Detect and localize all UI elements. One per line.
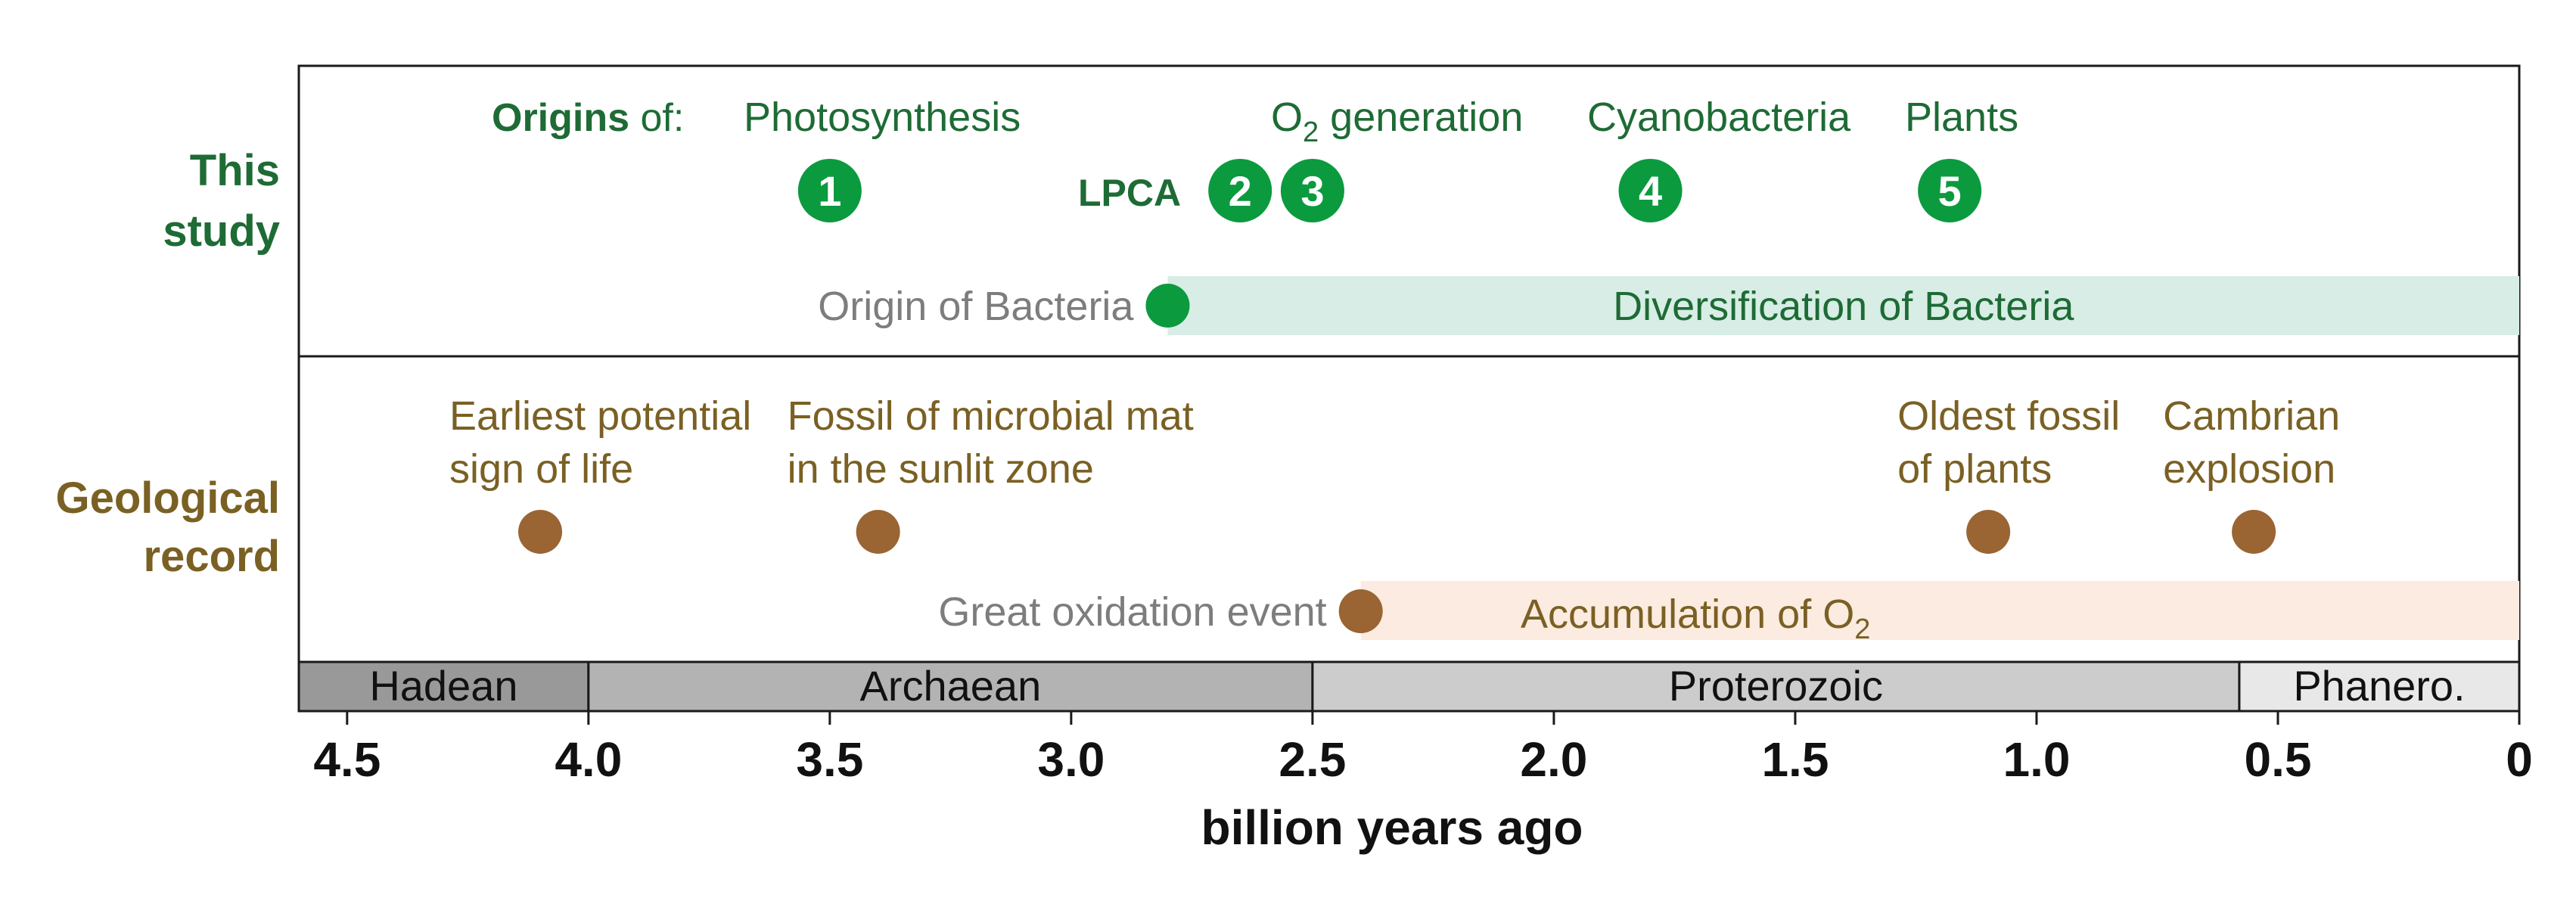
origin-marker-5: [1918, 159, 1982, 222]
geo-event-label: explosion: [2163, 446, 2335, 492]
lpca-label: LPCA: [1078, 172, 1181, 214]
label-photosynthesis: Photosynthesis: [744, 95, 1021, 140]
x-tick-label: 2.5: [1279, 732, 1346, 787]
x-tick-label: 0.5: [2244, 732, 2311, 787]
origin-of-bacteria-dot: [1145, 284, 1190, 328]
o2-sub: 2: [1303, 116, 1319, 148]
diversification-band: [1167, 276, 2519, 335]
x-tick-label: 3.0: [1037, 732, 1105, 787]
o2-suffix: generation: [1319, 95, 1523, 140]
x-tick-label: 1.0: [2003, 732, 2070, 787]
origin-marker-number: 2: [1229, 167, 1252, 215]
x-tick-label: 0: [2506, 732, 2533, 787]
eon-bar: Hadean Archaean Proterozoic Phanero.: [297, 660, 2521, 713]
origin-marker-4: [1618, 159, 1683, 222]
geo-event-dot: [1966, 510, 2011, 554]
x-axis: 4.5 4.0 3.5 3.0 2.5 2.0 1.5 1.0 0.5 0: [313, 711, 2533, 787]
x-tick-label: 2.0: [1520, 732, 1587, 787]
accumulation-label: Accumulation of O2: [1521, 592, 1870, 645]
origin-marker-2: [1208, 159, 1272, 222]
origins-heading: Origins of:: [492, 96, 684, 140]
eon-phanero: [2238, 660, 2521, 713]
geo-event-label: of plants: [1897, 446, 2052, 492]
this-study-label-2: study: [163, 207, 280, 256]
eon-label: Hadean: [369, 662, 517, 710]
geo-event-label: in the sunlit zone: [788, 446, 1094, 492]
x-tick-label: 4.0: [555, 732, 622, 787]
great-oxidation-label: Great oxidation event: [938, 589, 1326, 635]
origin-marker-1: [797, 159, 862, 222]
geo-event-dot: [518, 510, 563, 554]
x-tick-label: 4.5: [313, 732, 381, 787]
origin-of-bacteria-label: Origin of Bacteria: [818, 284, 1134, 329]
geo-event-label: Earliest potential: [449, 393, 751, 439]
x-axis-label: billion years ago: [1201, 800, 1583, 855]
eon-archaean: [587, 660, 1314, 713]
origin-marker-number: 4: [1639, 167, 1662, 215]
geo-events: Earliest potential sign of life Fossil of …: [449, 393, 2340, 554]
o2-prefix: O: [1271, 95, 1303, 140]
origin-marker-number: 1: [818, 167, 841, 215]
label-cyanobacteria: Cyanobacteria: [1587, 95, 1851, 140]
great-oxidation-dot: [1338, 589, 1383, 633]
eon-hadean: [297, 660, 590, 713]
geological-label-2: record: [143, 532, 280, 581]
this-study-label-1: This: [190, 146, 280, 195]
diversification-label: Diversification of Bacteria: [1613, 284, 2074, 329]
origin-marker-number: 5: [1938, 167, 1962, 215]
x-tick-label: 3.5: [796, 732, 863, 787]
accumulation-sub: 2: [1854, 614, 1870, 645]
origin-marker-number: 3: [1300, 167, 1324, 215]
eon-label: Proterozoic: [1669, 662, 1883, 710]
origin-marker-3: [1280, 159, 1344, 222]
label-o2-generation: O2 generation: [1271, 95, 1523, 148]
label-plants: Plants: [1905, 95, 2018, 140]
origins-bold: Origins: [492, 96, 629, 140]
geo-event-label: Oldest fossil: [1897, 393, 2120, 439]
geological-label-1: Geological: [55, 474, 280, 523]
eon-proterozoic: [1311, 660, 2241, 713]
geo-event-label: sign of life: [449, 446, 633, 492]
eon-label: Phanero.: [2293, 662, 2465, 710]
geo-event-dot: [2232, 510, 2276, 554]
origins-rest: of:: [629, 96, 684, 140]
accumulation-prefix: Accumulation of O: [1521, 592, 1854, 637]
geo-event-label: Fossil of microbial mat: [788, 393, 1194, 439]
eon-label: Archaean: [859, 662, 1041, 710]
accumulation-band: [1360, 581, 2519, 640]
geo-event-label: Cambrian: [2163, 393, 2340, 439]
x-tick-label: 1.5: [1761, 732, 1829, 787]
geo-event-dot: [856, 510, 900, 554]
